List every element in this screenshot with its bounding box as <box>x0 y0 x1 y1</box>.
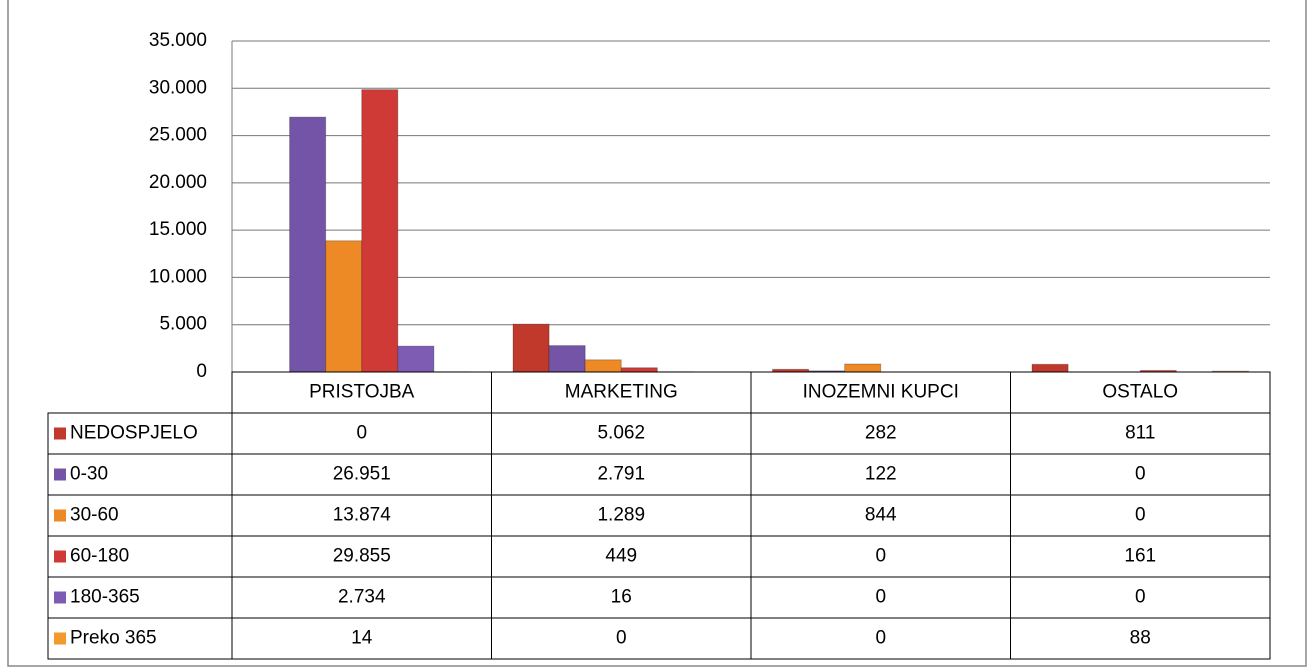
table-value: 2.791 <box>597 464 645 485</box>
table-value: 811 <box>1125 423 1155 444</box>
table-value: 0 <box>616 628 627 649</box>
table-value: 16 <box>611 587 632 608</box>
legend-label: NEDOSPJELO <box>70 423 198 444</box>
x-tick-label: OSTALO <box>1102 382 1178 403</box>
bar <box>512 323 550 373</box>
legend-key <box>54 632 66 645</box>
bar <box>844 363 882 373</box>
legend-key <box>54 427 66 440</box>
y-tick-label: 30.000 <box>149 77 207 98</box>
legend-key <box>54 550 66 563</box>
table-value: 122 <box>865 464 897 485</box>
chart-frame <box>7 0 1307 667</box>
table-value: 0 <box>1135 587 1146 608</box>
x-tick-label: INOZEMNI KUPCI <box>803 382 959 403</box>
y-tick-label: 35.000 <box>149 30 207 51</box>
table-value: 0 <box>875 628 886 649</box>
legend-label: Preko 365 <box>70 628 157 649</box>
bar <box>361 89 399 373</box>
legend-label: 0-30 <box>70 464 108 485</box>
bar <box>584 359 622 373</box>
table-value: 0 <box>875 587 886 608</box>
table-value: 844 <box>865 505 897 526</box>
table-value: 14 <box>351 628 373 649</box>
bar <box>620 367 658 373</box>
y-tick-label: 15.000 <box>149 219 207 240</box>
table-value: 161 <box>1124 546 1156 567</box>
table-value: 29.855 <box>333 546 391 567</box>
bar <box>1031 363 1069 373</box>
table-value: 2.734 <box>338 587 386 608</box>
y-tick-label: 10.000 <box>149 266 207 287</box>
legend-label: 180-365 <box>70 587 140 608</box>
y-tick-label: 5.000 <box>159 314 207 335</box>
legend-key <box>54 509 66 522</box>
y-tick-label: 0 <box>196 361 207 382</box>
table-value: 0 <box>356 423 367 444</box>
x-tick-label: PRISTOJBA <box>309 382 415 403</box>
y-tick-label: 20.000 <box>149 172 207 193</box>
x-tick-label: MARKETING <box>565 382 678 403</box>
bar <box>325 240 363 373</box>
y-tick-label: 25.000 <box>149 125 207 146</box>
bar <box>548 345 586 373</box>
table-value: 0 <box>1135 464 1146 485</box>
table-value: 449 <box>605 546 637 567</box>
table-value: 26.951 <box>333 464 391 485</box>
legend-key <box>54 591 66 604</box>
table-value: 88 <box>1130 628 1151 649</box>
table-value: 1.289 <box>597 505 645 526</box>
table-value: 282 <box>865 423 897 444</box>
bar <box>289 116 327 373</box>
legend-label: 60-180 <box>70 546 129 567</box>
legend-label: 30-60 <box>70 505 119 526</box>
table-value: 13.874 <box>333 505 392 526</box>
legend-key <box>54 468 66 481</box>
table-value: 5.062 <box>597 423 645 444</box>
bar <box>397 345 435 373</box>
table-value: 0 <box>875 546 886 567</box>
table-value: 0 <box>1135 505 1146 526</box>
